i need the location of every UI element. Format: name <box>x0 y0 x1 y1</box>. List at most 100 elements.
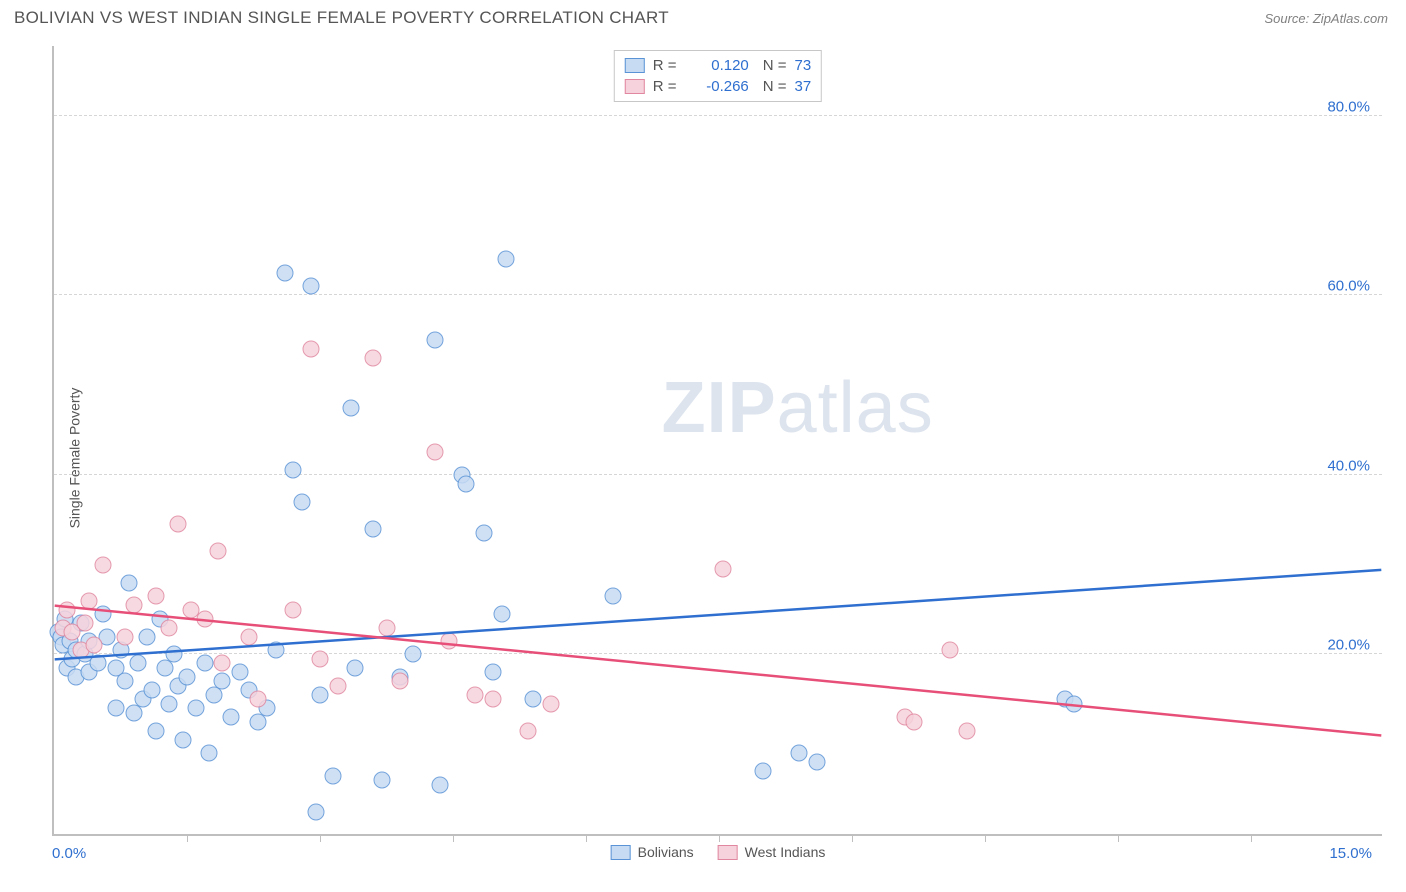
x-tick <box>187 834 188 842</box>
x-min-label: 0.0% <box>52 845 86 862</box>
data-point <box>241 628 258 645</box>
data-point <box>267 641 284 658</box>
data-point <box>125 597 142 614</box>
x-tick <box>719 834 720 842</box>
data-point <box>365 350 382 367</box>
swatch-bolivians-icon <box>611 845 631 860</box>
data-point <box>143 682 160 699</box>
chart-source: Source: ZipAtlas.com <box>1264 11 1388 26</box>
gridline <box>54 653 1382 654</box>
data-point <box>303 341 320 358</box>
data-point <box>347 659 364 676</box>
legend-item-west-indians: West Indians <box>718 844 826 860</box>
x-tick <box>1251 834 1252 842</box>
data-point <box>484 664 501 681</box>
data-point <box>116 628 133 645</box>
data-point <box>116 673 133 690</box>
gridline <box>54 294 1382 295</box>
legend-item-bolivians: Bolivians <box>611 844 694 860</box>
data-point <box>498 251 515 268</box>
data-point <box>312 686 329 703</box>
data-point <box>325 767 342 784</box>
data-point <box>94 606 111 623</box>
legend-row-bolivians: R = 0.120 N = 73 <box>625 55 811 76</box>
data-point <box>307 803 324 820</box>
data-point <box>232 664 249 681</box>
y-tick-label: 60.0% <box>1327 278 1370 295</box>
data-point <box>121 574 138 591</box>
data-point <box>906 713 923 730</box>
data-point <box>147 722 164 739</box>
data-point <box>427 444 444 461</box>
data-point <box>343 399 360 416</box>
x-tick <box>320 834 321 842</box>
x-tick <box>453 834 454 842</box>
x-max-label: 15.0% <box>1329 845 1372 862</box>
data-point <box>161 619 178 636</box>
data-point <box>201 745 218 762</box>
data-point <box>405 646 422 663</box>
legend-row-west-indians: R = -0.266 N = 37 <box>625 76 811 97</box>
data-point <box>139 628 156 645</box>
trend-line <box>55 570 1382 660</box>
data-point <box>808 754 825 771</box>
chart-header: BOLIVIAN VS WEST INDIAN SINGLE FEMALE PO… <box>0 0 1406 34</box>
data-point <box>329 677 346 694</box>
data-point <box>94 556 111 573</box>
data-point <box>604 588 621 605</box>
swatch-west-indians <box>625 79 645 94</box>
plot-region: ZIPatlas R = 0.120 N = 73 R = -0.266 N =… <box>52 46 1382 836</box>
data-point <box>285 462 302 479</box>
gridline <box>54 474 1382 475</box>
data-point <box>196 655 213 672</box>
watermark: ZIPatlas <box>662 367 934 449</box>
data-point <box>312 650 329 667</box>
data-point <box>196 610 213 627</box>
data-point <box>524 691 541 708</box>
x-tick <box>985 834 986 842</box>
chart-title: BOLIVIAN VS WEST INDIAN SINGLE FEMALE PO… <box>14 8 669 28</box>
y-tick-label: 20.0% <box>1327 637 1370 654</box>
y-tick-label: 40.0% <box>1327 457 1370 474</box>
data-point <box>170 516 187 533</box>
correlation-legend: R = 0.120 N = 73 R = -0.266 N = 37 <box>614 50 822 102</box>
data-point <box>431 776 448 793</box>
data-point <box>147 588 164 605</box>
data-point <box>223 709 240 726</box>
data-point <box>427 332 444 349</box>
data-point <box>249 691 266 708</box>
swatch-west-indians-icon <box>718 845 738 860</box>
data-point <box>484 691 501 708</box>
data-point <box>174 731 191 748</box>
y-tick-label: 80.0% <box>1327 98 1370 115</box>
data-point <box>285 601 302 618</box>
x-tick <box>1118 834 1119 842</box>
data-point <box>161 695 178 712</box>
data-point <box>81 592 98 609</box>
data-point <box>90 655 107 672</box>
data-point <box>187 700 204 717</box>
data-point <box>59 601 76 618</box>
data-point <box>276 264 293 281</box>
data-point <box>755 763 772 780</box>
data-point <box>467 686 484 703</box>
data-point <box>520 722 537 739</box>
data-point <box>440 633 457 650</box>
x-tick <box>852 834 853 842</box>
data-point <box>458 475 475 492</box>
data-point <box>374 772 391 789</box>
data-point <box>391 673 408 690</box>
chart-area: Single Female Poverty ZIPatlas R = 0.120… <box>14 38 1392 878</box>
data-point <box>214 673 231 690</box>
data-point <box>790 745 807 762</box>
data-point <box>165 646 182 663</box>
gridline <box>54 115 1382 116</box>
data-point <box>85 637 102 654</box>
data-point <box>1065 695 1082 712</box>
data-point <box>77 615 94 632</box>
data-point <box>303 278 320 295</box>
data-point <box>108 700 125 717</box>
data-point <box>941 641 958 658</box>
x-tick <box>586 834 587 842</box>
data-point <box>959 722 976 739</box>
